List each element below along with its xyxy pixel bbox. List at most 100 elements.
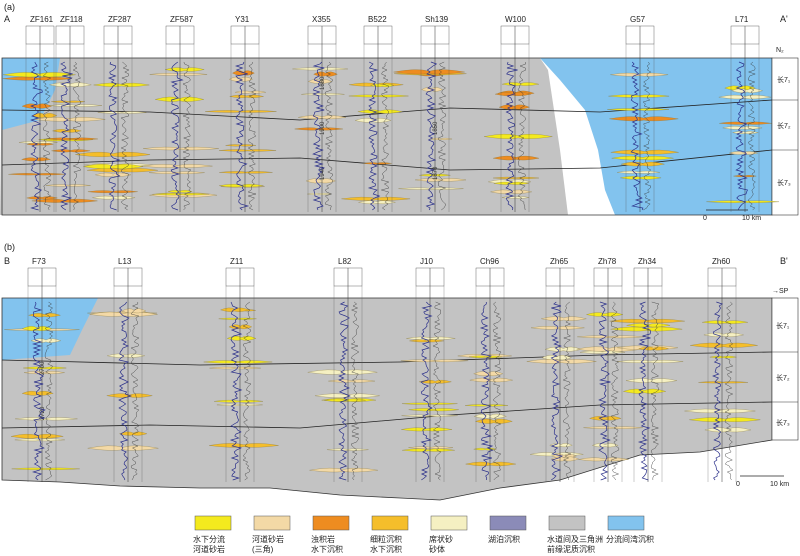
- legend-swatch: [430, 515, 468, 531]
- panel-b-member-column: [771, 297, 799, 441]
- sand-lens: [611, 156, 674, 161]
- sand-lens: [313, 71, 338, 77]
- legend-label-line2: 前缘泥质沉积: [547, 544, 595, 554]
- gamma-log-curve: [30, 61, 43, 211]
- legend-swatch: [253, 515, 291, 531]
- legend-label: 水道间及三角洲: [547, 534, 603, 544]
- sand-lens: [219, 149, 277, 152]
- gamma-log-curve: [630, 61, 644, 211]
- panel-b-scale-bar: 0 10 km: [736, 475, 789, 488]
- well-l82: L82: [333, 257, 363, 482]
- sand-lens: [406, 336, 456, 340]
- panel-a-member-column: [771, 57, 799, 216]
- panel-a-endpoint-right: A': [780, 14, 788, 24]
- resistivity-log-curve: [562, 301, 572, 481]
- legend-item: 分流间湾沉积: [606, 515, 654, 544]
- resistivity-log-curve: [350, 301, 360, 481]
- well-name: Zh65: [550, 257, 569, 266]
- panel-a-lake-right: [540, 58, 772, 215]
- gamma-log-curve: [229, 301, 243, 481]
- gamma-log-curve: [60, 61, 73, 211]
- sand-lens: [307, 369, 378, 375]
- gamma-log-curve: [420, 301, 433, 481]
- well-name: Y31: [235, 15, 250, 24]
- well-x355: X355 1880 1900 1940: [307, 15, 337, 212]
- resistivity-log-curve: [120, 61, 130, 211]
- panel-a-endpoint-left: A: [4, 14, 10, 24]
- sand-lens: [341, 196, 411, 201]
- sand-lens: [152, 193, 210, 196]
- well-name: F73: [32, 257, 46, 266]
- gamma-log-curve: [312, 61, 326, 211]
- well-zh34: Zh34: [633, 257, 663, 482]
- panel-a-scale-bar: 0 10 km: [703, 209, 761, 222]
- resistivity-log-curve: [642, 61, 652, 211]
- sand-lens: [493, 155, 540, 161]
- sand-lens: [706, 200, 780, 203]
- gamma-log-curve: [637, 301, 651, 481]
- well-zh78: Zh78: [593, 257, 623, 482]
- sand-lens: [203, 360, 273, 364]
- well-name: ZF287: [108, 15, 132, 24]
- resistivity-log-curve: [724, 301, 734, 481]
- panel-b-label: (b): [4, 242, 15, 252]
- sand-lens: [689, 417, 761, 422]
- well-zf118: ZF118: [55, 15, 85, 212]
- well-ch96: Ch96: [475, 257, 505, 482]
- sand-lens: [408, 408, 459, 412]
- sand-lens: [617, 170, 660, 174]
- sand-lens: [235, 90, 266, 94]
- well-zh60: Zh60: [707, 257, 737, 482]
- legend-swatch: [194, 515, 232, 531]
- legend-swatch: [548, 515, 586, 531]
- sand-lens: [578, 457, 629, 462]
- sand-lens: [307, 193, 331, 195]
- sand-lens: [308, 79, 332, 84]
- panel-b-endpoint-left: B: [4, 256, 10, 266]
- sand-lens: [626, 323, 671, 328]
- sand-lens: [301, 93, 345, 96]
- sand-lens: [32, 113, 58, 118]
- resistivity-log-curve: [242, 301, 252, 481]
- legend-label: 湖泊沉积: [488, 534, 520, 544]
- resistivity-log-curve: [247, 61, 257, 211]
- sand-lens: [370, 83, 395, 87]
- sand-lens: [141, 164, 213, 168]
- well-name: ZF161: [30, 15, 54, 24]
- gamma-log-curve: [170, 61, 184, 211]
- well-l71: L71: [730, 15, 760, 212]
- resistivity-log-curve: [650, 301, 660, 481]
- panel-a-scale-left: 0: [703, 215, 707, 222]
- sand-lens: [51, 100, 86, 103]
- resistivity-log-curve: [130, 302, 140, 481]
- sand-lens: [684, 408, 756, 413]
- sand-lens: [214, 400, 263, 403]
- well-name: Zh60: [712, 257, 731, 266]
- well-name: B522: [368, 15, 387, 24]
- well-z11: Z11: [225, 257, 255, 482]
- gamma-log-curve: [425, 61, 438, 211]
- sand-lens: [33, 117, 106, 122]
- sand-lens: [149, 73, 208, 76]
- sand-lens: [21, 157, 51, 162]
- gamma-log-curve: [712, 301, 723, 481]
- depth-label: 1900: [320, 121, 326, 135]
- sand-lens: [468, 355, 503, 358]
- well-name: ZF118: [60, 15, 83, 24]
- well-name: L13: [118, 257, 132, 266]
- sand-lens: [722, 126, 763, 130]
- sand-lens: [21, 103, 52, 109]
- sand-lens: [690, 342, 758, 348]
- depth-label: 2720: [40, 406, 46, 420]
- resistivity-log-curve: [44, 301, 54, 481]
- sand-lens: [348, 94, 409, 98]
- well-sh139: Sh139 1850 1870: [420, 15, 450, 212]
- sand-lens: [400, 359, 469, 362]
- resistivity-log-curve: [42, 61, 52, 211]
- panel-b: (b) B B' 长7₁ 长7₂ 长7₃ →SP 0 10 km F73 2700…: [1, 242, 799, 501]
- resistivity-log-curve: [517, 61, 527, 211]
- panel-a-gray-section: [0, 58, 568, 215]
- sand-lens: [728, 151, 759, 155]
